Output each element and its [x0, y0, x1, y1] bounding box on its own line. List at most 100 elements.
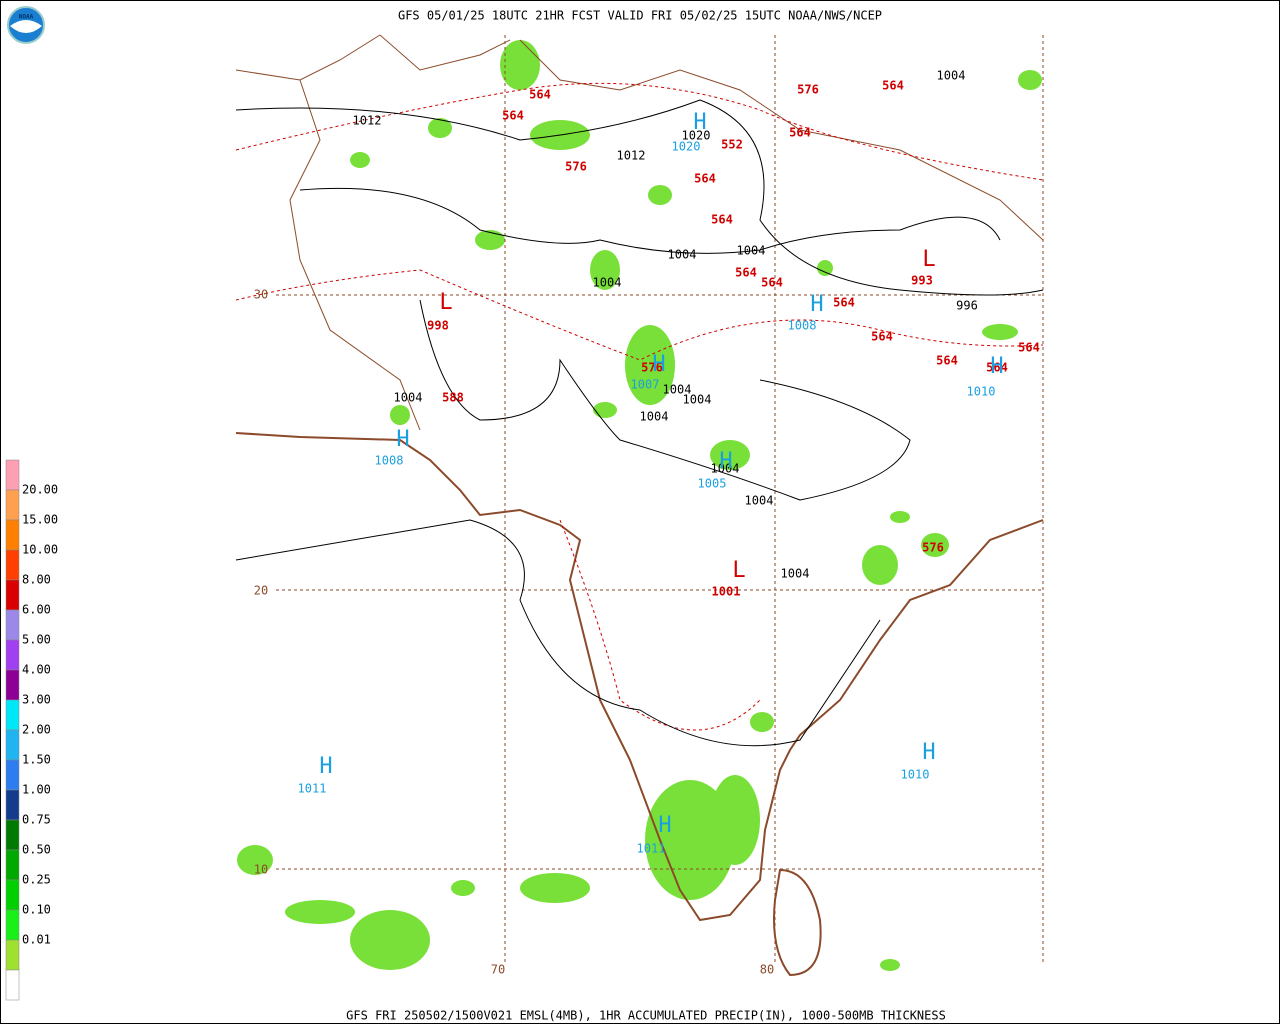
legend-label: 20.00 [22, 483, 58, 497]
lat-label: 30 [254, 288, 268, 302]
legend-label: 1.50 [22, 753, 51, 767]
thickness-label: 576 [797, 83, 819, 97]
low-symbol: L [439, 290, 452, 315]
legend-label: 0.10 [22, 903, 51, 917]
thickness-label: 564 [761, 276, 783, 290]
legend-label: 6.00 [22, 603, 51, 617]
isobar-label: 1004 [737, 244, 766, 258]
isobar-label: 1004 [668, 248, 697, 262]
legend-label: 10.00 [22, 543, 58, 557]
low-symbol: L [922, 247, 935, 272]
high-symbol: H [719, 449, 732, 474]
thickness-label: 552 [721, 138, 743, 152]
legend-swatch [5, 789, 20, 821]
high-value: 1008 [375, 454, 404, 468]
thickness-label: 588 [442, 391, 464, 405]
lon-label: 70 [491, 963, 505, 977]
legend-swatch [5, 549, 20, 581]
legend-swatch [5, 759, 20, 791]
legend-label: 0.25 [22, 873, 51, 887]
low-value: 993 [911, 274, 933, 288]
high-value: 1020 [672, 140, 701, 154]
isobar-label: 1004 [745, 494, 774, 508]
low-symbol: L [732, 558, 745, 583]
high-symbol: H [990, 354, 1003, 379]
legend-label: 0.75 [22, 813, 51, 827]
high-symbol: H [810, 292, 823, 317]
legend-swatch [5, 609, 20, 641]
legend-swatch [5, 819, 20, 851]
legend-label: 8.00 [22, 573, 51, 587]
isobar-label: 1012 [617, 149, 646, 163]
low-value: 1001 [712, 585, 741, 599]
high-value: 1008 [788, 319, 817, 333]
isobar-label: 996 [956, 299, 978, 313]
logo: NOAA [7, 6, 45, 44]
legend-swatch [5, 519, 20, 551]
legend-label: 2.00 [22, 723, 51, 737]
title: GFS 05/01/25 18UTC 21HR FCST VALID FRI 0… [398, 9, 882, 23]
logo-text: NOAA [19, 14, 34, 21]
high-value: 1007 [631, 378, 660, 392]
legend: 20.00 15.00 10.00 8.00 6.00 5.00 4.00 3.00 2.00 1… [5, 459, 58, 1001]
legend-swatch [5, 489, 20, 521]
footer: GFS FRI 250502/1500V021 EMSL(4MB), 1HR A… [346, 1009, 946, 1023]
legend-label: 1.00 [22, 783, 51, 797]
isobar-label: 1004 [781, 567, 810, 581]
isobar-label: 1020 [682, 129, 711, 143]
high-value: 1011 [637, 842, 666, 856]
legend-label: 0.01 [22, 933, 51, 947]
thickness-label: 576 [922, 541, 944, 555]
legend-label: 0.50 [22, 843, 51, 857]
high-value: 1005 [698, 477, 727, 491]
legend-swatch [5, 879, 20, 911]
precip-areas [237, 40, 1042, 971]
thickness-label: 576 [565, 160, 587, 174]
legend-swatch [5, 969, 20, 1001]
thickness-label: 564 [711, 213, 733, 227]
thickness-label: 564 [871, 330, 893, 344]
isobars [235, 99, 1044, 747]
legend-swatch [5, 459, 20, 491]
thickness-label: 564 [986, 361, 1008, 375]
lat-label: 10 [254, 863, 268, 877]
isobar-label: 1004 [394, 391, 423, 405]
low-value: 998 [427, 319, 449, 333]
thickness-label: 564 [833, 296, 855, 310]
high-value: 1010 [967, 385, 996, 399]
legend-swatch [5, 729, 20, 761]
legend-swatch [5, 909, 20, 941]
thickness-label: 564 [936, 354, 958, 368]
thickness-label: 564 [735, 266, 757, 280]
isobar-label: 1004 [683, 393, 712, 407]
thickness-contours [235, 82, 1044, 731]
high-symbol: H [922, 740, 935, 765]
legend-swatch [5, 669, 20, 701]
legend-label: 3.00 [22, 693, 51, 707]
legend-label: 15.00 [22, 513, 58, 527]
legend-swatch [5, 699, 20, 731]
legend-label: 4.00 [22, 663, 51, 677]
thickness-label: 564 [882, 79, 904, 93]
coastline [235, 432, 1044, 977]
high-value: 1011 [298, 782, 327, 796]
thickness-label: 564 [529, 88, 551, 102]
isobar-label: 1004 [593, 276, 622, 290]
high-value: 1010 [901, 768, 930, 782]
legend-swatch [5, 849, 20, 881]
high-symbol: H [319, 754, 332, 779]
isobar-label: 1012 [353, 114, 382, 128]
high-symbol: H [652, 352, 665, 377]
lon-label: 80 [760, 963, 774, 977]
high-symbol: H [693, 110, 706, 135]
legend-swatch [5, 639, 20, 671]
thickness-label: 576 [641, 361, 663, 375]
isobar-label: 1004 [937, 69, 966, 83]
isobar-label: 1004 [711, 462, 740, 476]
thickness-label: 564 [789, 126, 811, 140]
lat-label: 20 [254, 584, 268, 598]
high-symbol: H [658, 813, 671, 838]
